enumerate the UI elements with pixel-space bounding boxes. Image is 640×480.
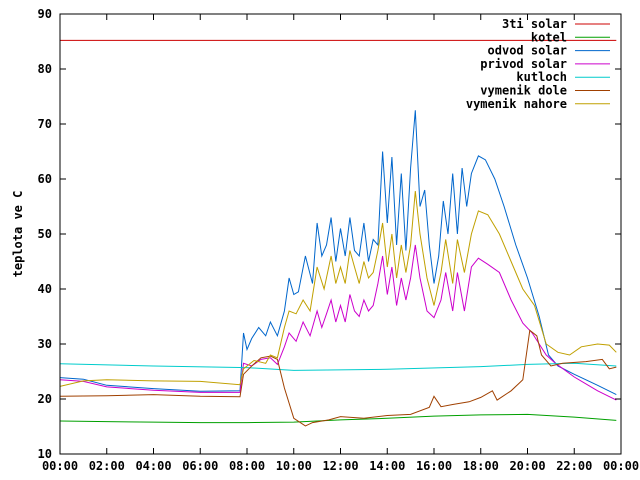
x-tick-label: 20:00: [509, 459, 545, 473]
series-line-4: [59, 362, 617, 371]
x-tick-label: 22:00: [556, 459, 592, 473]
y-tick-label: 80: [38, 62, 52, 76]
x-tick-label: 18:00: [463, 459, 499, 473]
legend-label: vymenik dole: [480, 84, 567, 98]
series-line-1: [59, 413, 617, 424]
y-tick-label: 10: [38, 447, 52, 461]
legend-label: odvod solar: [488, 44, 567, 58]
x-tick-label: 04:00: [135, 459, 171, 473]
x-tick-label: 00:00: [42, 459, 78, 473]
series-lines: [59, 39, 617, 427]
x-tick-label: 10:00: [276, 459, 312, 473]
x-tick-label: 08:00: [229, 459, 265, 473]
y-tick-label: 40: [38, 282, 52, 296]
series-line-2: [59, 110, 617, 396]
y-tick-label: 90: [38, 7, 52, 21]
x-tick-label: 06:00: [182, 459, 218, 473]
y-tick-label: 70: [38, 117, 52, 131]
y-tick-label: 50: [38, 227, 52, 241]
y-axis-label: teplota ve C: [11, 191, 25, 278]
series-line-6: [59, 191, 617, 387]
axis-ticks: 00:00 02:00 04:00 06:00 08:00 10:00 12:00 14:00…: [38, 7, 640, 473]
x-tick-label: 16:00: [416, 459, 452, 473]
x-tick-label: 12:00: [322, 459, 358, 473]
y-tick-label: 30: [38, 337, 52, 351]
y-tick-label: 60: [38, 172, 52, 186]
legend-label: 3ti solar: [502, 17, 567, 31]
legend-label: vymenik nahore: [466, 97, 567, 111]
y-tick-label: 20: [38, 392, 52, 406]
x-tick-label: 00:00: [603, 459, 639, 473]
legend-label: kutloch: [516, 70, 567, 84]
series-line-5: [59, 329, 617, 427]
legend-label: privod solar: [480, 57, 567, 71]
series-line-3: [59, 244, 617, 401]
x-tick-label: 02:00: [89, 459, 125, 473]
legend-label: kotel: [531, 30, 567, 44]
x-tick-label: 14:00: [369, 459, 405, 473]
